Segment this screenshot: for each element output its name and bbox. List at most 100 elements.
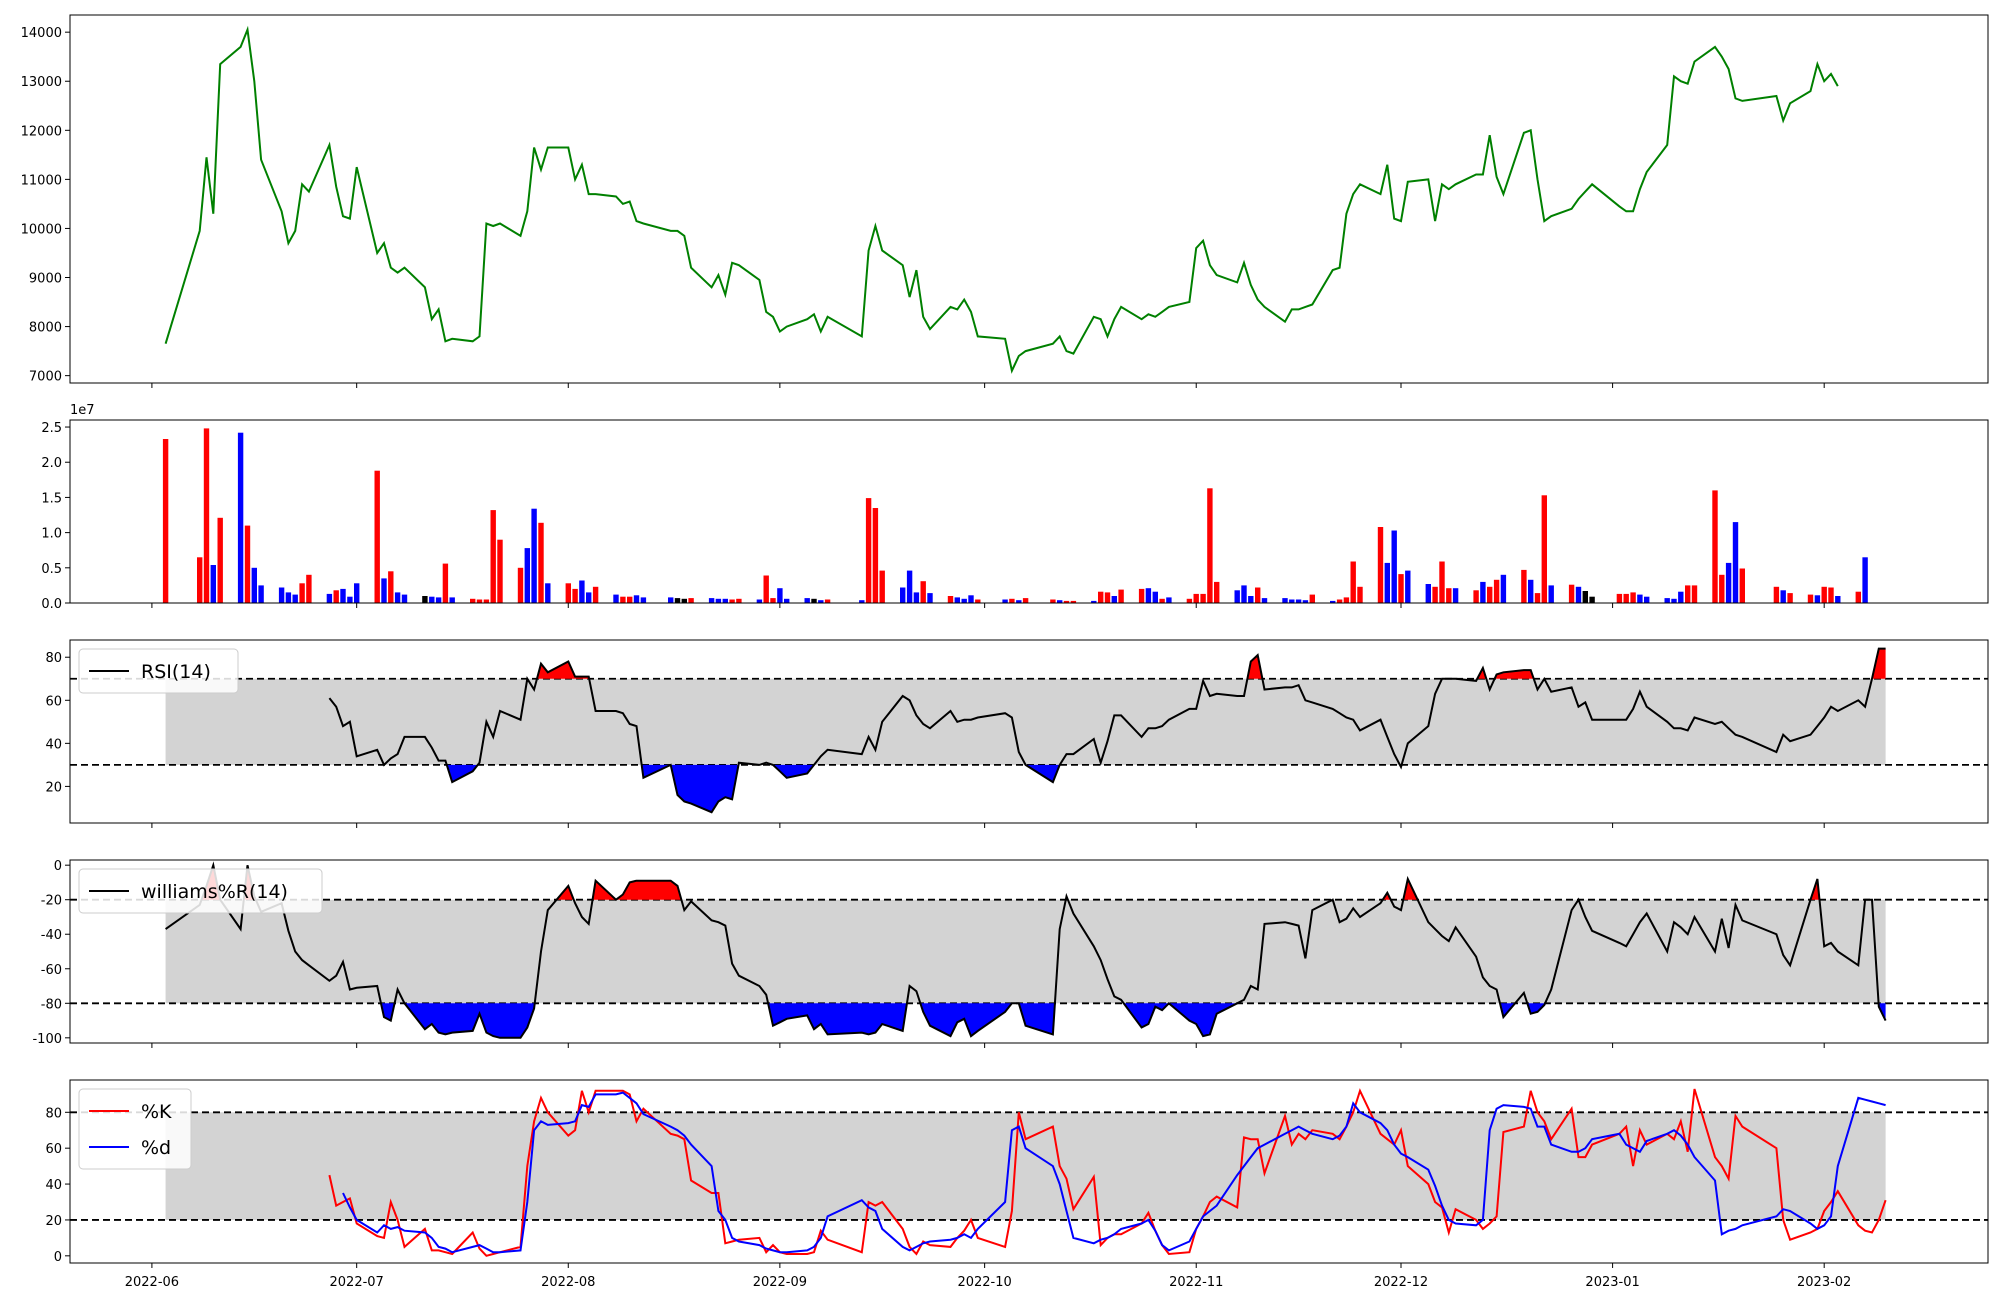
volume-bar	[1214, 581, 1220, 603]
volume-bar	[729, 599, 735, 603]
legend-box	[78, 648, 239, 694]
volume-bar	[374, 470, 380, 603]
volume-bar	[1200, 593, 1206, 603]
volume-bar	[1063, 600, 1070, 603]
panel-frame	[69, 1079, 1989, 1264]
volume-bar	[1425, 584, 1431, 603]
volume-bar	[879, 570, 885, 603]
volume-bar	[804, 598, 810, 603]
x-tick-label: 2022-11	[1169, 1275, 1223, 1290]
volume-bar	[449, 597, 455, 603]
legend-label: williams%R(14)	[141, 881, 288, 903]
x-tick-label: 2022-12	[1374, 1275, 1428, 1290]
panel-frame	[69, 14, 1989, 384]
volume-bar	[1255, 587, 1261, 603]
volume-bar	[1616, 593, 1623, 603]
volume-bar	[333, 590, 339, 603]
williams-panel: -100 -80 -60 -40 -20 0 williams%R(14)	[32, 859, 1989, 1048]
volume-bar	[237, 432, 244, 603]
volume-bar	[640, 597, 647, 603]
volume-bar	[1248, 596, 1254, 603]
volume-bar	[1050, 599, 1056, 603]
volume-bar	[1575, 586, 1582, 603]
volume-scale-label: 1e7	[70, 403, 95, 418]
neutral-band	[165, 678, 1886, 765]
volume-bar	[1118, 589, 1124, 603]
oversold-fill	[446, 764, 1402, 813]
volume-bar	[306, 574, 312, 603]
volume-bar	[1732, 522, 1739, 603]
volume-bar	[1104, 592, 1111, 603]
volume-bar	[1452, 588, 1459, 603]
volume-bar	[586, 592, 592, 603]
volume-bar	[538, 522, 544, 603]
volume-bar	[1548, 585, 1554, 603]
volume-bar	[1500, 574, 1507, 603]
volume-bar	[913, 592, 920, 603]
x-tick-label: 2022-09	[753, 1275, 807, 1290]
volume-bar	[1098, 591, 1104, 603]
volume-bar	[278, 587, 285, 603]
y-tick-label: 13000	[21, 75, 62, 90]
volume-bar	[613, 594, 619, 603]
legend-label: RSI(14)	[141, 661, 211, 683]
volume-bar	[620, 596, 626, 603]
volume-bar	[1589, 596, 1595, 603]
volume-bar	[927, 593, 933, 603]
volume-bar	[347, 596, 353, 603]
volume-bar	[388, 571, 394, 603]
volume-bar	[1057, 600, 1063, 603]
volume-bar	[961, 598, 967, 603]
y-tick-label: 20	[45, 1214, 62, 1229]
y-tick-label: 7000	[29, 370, 62, 385]
volume-bar	[1678, 591, 1684, 603]
volume-bar	[777, 588, 783, 603]
volume-bar	[217, 517, 223, 603]
volume-bar	[442, 563, 449, 603]
volume-bar	[865, 498, 872, 603]
volume-bar	[292, 594, 298, 603]
y-tick-label: 9000	[29, 272, 62, 287]
volume-bar	[422, 596, 428, 603]
y-tick-label: 60	[45, 694, 62, 709]
y-tick-label: 2.0	[41, 456, 62, 471]
rsi-panel: 20 40 60 80 RSI(14)	[45, 639, 1989, 828]
volume-bar	[627, 596, 633, 603]
volume-bar	[1384, 562, 1390, 603]
volume-bar	[1432, 586, 1438, 603]
series-line	[342, 1091, 1886, 1254]
volume-bar	[1186, 598, 1193, 603]
plot-root: 70008000900010000110001200013000140000.0…	[21, 14, 1989, 1290]
y-tick-label: 0.5	[41, 562, 62, 577]
volume-bar	[490, 510, 496, 603]
neutral-band	[165, 899, 1886, 1004]
volume-bar	[1521, 569, 1527, 603]
volume-bar	[681, 598, 687, 603]
volume-bar	[517, 567, 524, 603]
volume-bar	[483, 599, 490, 603]
volume-bar	[1336, 599, 1343, 603]
volume-bar	[1002, 599, 1008, 603]
volume-bar	[1664, 598, 1670, 603]
x-tick-label: 2023-01	[1585, 1275, 1639, 1290]
y-tick-label: 0	[54, 859, 62, 874]
volume-bar	[736, 598, 742, 603]
volume-bar	[1685, 585, 1691, 603]
y-tick-label: 40	[45, 737, 62, 752]
volume-bar	[668, 597, 674, 603]
volume-bar	[354, 583, 360, 603]
volume-bar	[579, 580, 585, 603]
volume-bar	[1855, 591, 1861, 603]
volume-bar	[1493, 579, 1500, 603]
legend-box	[78, 1088, 192, 1170]
y-tick-label: -100	[32, 1032, 62, 1047]
volume-bar	[1193, 593, 1199, 603]
volume-bar	[1568, 584, 1575, 603]
volume-bar	[1828, 587, 1834, 603]
volume-bar	[497, 539, 503, 603]
volume-bar	[1712, 490, 1718, 603]
volume-bar	[340, 588, 346, 603]
series-line	[328, 647, 1886, 814]
volume-bar	[1862, 557, 1868, 604]
volume-bar	[1787, 593, 1793, 603]
